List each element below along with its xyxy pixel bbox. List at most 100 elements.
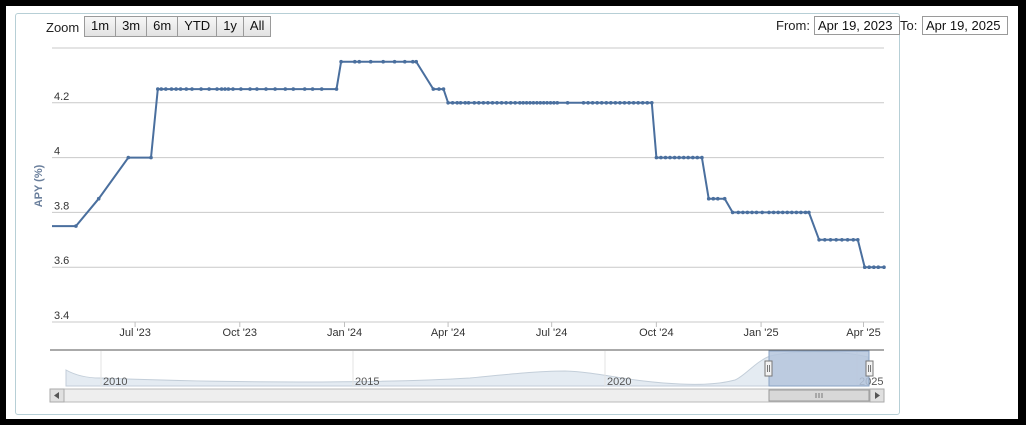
- y-axis-ticks: 3.4 3.6 3.8 4 4.2: [54, 91, 69, 322]
- data-point: [711, 196, 716, 201]
- data-point: [463, 101, 468, 105]
- y-tick-label: 3.6: [54, 255, 69, 267]
- zoom-label: Zoom: [46, 20, 80, 35]
- data-point: [255, 87, 259, 91]
- data-point: [750, 210, 754, 215]
- data-point: [604, 101, 609, 105]
- data-point: [872, 265, 876, 270]
- y-tick-label: 4: [54, 146, 60, 158]
- data-point: [431, 87, 436, 91]
- data-point: [472, 101, 477, 105]
- y-tick-label: 4.2: [54, 91, 69, 103]
- from-date-input[interactable]: Apr 19, 2023: [814, 16, 900, 35]
- data-point: [190, 87, 194, 91]
- data-point: [239, 87, 243, 91]
- data-point: [248, 87, 252, 91]
- data-point: [817, 238, 821, 242]
- data-point: [677, 155, 681, 160]
- data-point: [319, 87, 324, 91]
- data-point: [767, 210, 771, 215]
- data-point: [283, 87, 288, 91]
- data-point: [785, 210, 790, 215]
- data-point: [548, 101, 553, 105]
- data-point: [771, 210, 776, 215]
- data-point: [524, 101, 529, 105]
- data-point: [862, 265, 867, 270]
- y-tick-label: 3.4: [54, 310, 69, 322]
- zoom-1y-button[interactable]: 1y: [217, 17, 244, 36]
- data-point: [654, 155, 659, 160]
- data-point: [215, 87, 219, 91]
- data-point: [535, 101, 539, 105]
- data-point: [609, 101, 613, 105]
- data-point: [226, 87, 231, 91]
- series-apy: [52, 59, 886, 270]
- navigator-right-handle[interactable]: [865, 360, 874, 377]
- data-point: [174, 87, 178, 91]
- data-point: [851, 238, 856, 242]
- data-point: [437, 87, 441, 91]
- from-label: From:: [776, 18, 810, 33]
- data-point: [745, 210, 750, 215]
- data-point: [856, 238, 860, 242]
- data-point: [640, 101, 645, 105]
- data-point: [828, 238, 833, 242]
- zoom-all-button[interactable]: All: [243, 17, 271, 36]
- data-point: [760, 210, 764, 215]
- navigator: 2010 2015 2020 2025: [50, 349, 884, 388]
- data-point: [156, 87, 160, 91]
- data-point: [613, 101, 618, 105]
- navigator-selection[interactable]: [768, 350, 870, 387]
- data-point: [730, 210, 735, 215]
- data-point: [618, 101, 622, 105]
- zoom-6m-button[interactable]: 6m: [147, 17, 179, 36]
- x-axis-ticks: Jul '23 Oct '23 Jan '24 Apr '24 Jul '24 Oct '…: [119, 322, 881, 339]
- data-point: [722, 196, 727, 201]
- data-point: [495, 101, 499, 105]
- navigator-left-handle[interactable]: [764, 360, 773, 377]
- data-point: [504, 101, 508, 105]
- data-point: [650, 101, 654, 105]
- data-point: [823, 238, 827, 242]
- data-point: [414, 59, 419, 64]
- y-axis-label: APY (%): [33, 164, 45, 207]
- data-point: [545, 101, 549, 105]
- navigator-area: [65, 351, 869, 387]
- scrollbar[interactable]: [49, 388, 885, 403]
- x-tick-label: Apr '24: [431, 327, 466, 339]
- data-point: [481, 101, 486, 105]
- data-point: [403, 59, 407, 64]
- data-point: [581, 101, 586, 105]
- series-line: [52, 60, 884, 269]
- data-point: [741, 210, 745, 215]
- data-point: [499, 101, 504, 105]
- data-point: [590, 101, 595, 105]
- data-point: [691, 155, 695, 160]
- data-point: [518, 101, 522, 105]
- data-point: [219, 87, 224, 91]
- data-point: [552, 101, 556, 105]
- scrollbar-track[interactable]: [49, 388, 885, 403]
- data-point: [636, 101, 640, 105]
- data-point: [508, 101, 513, 105]
- x-tick-label: Jul '23: [119, 327, 150, 339]
- data-point: [659, 155, 663, 160]
- zoom-1m-button[interactable]: 1m: [85, 17, 117, 36]
- data-point: [446, 101, 450, 105]
- data-point: [184, 87, 189, 91]
- data-point: [867, 265, 871, 270]
- zoom-3m-button[interactable]: 3m: [116, 17, 148, 36]
- data-point: [357, 59, 362, 64]
- zoom-ytd-button[interactable]: YTD: [178, 17, 218, 36]
- data-point: [490, 101, 495, 105]
- data-point: [392, 59, 397, 64]
- x-tick-label: Jul '24: [536, 327, 567, 339]
- data-point: [381, 59, 386, 64]
- data-point: [681, 155, 686, 160]
- data-point: [780, 210, 785, 215]
- data-point: [538, 101, 543, 105]
- to-date-input[interactable]: Apr 19, 2025: [922, 16, 1008, 35]
- data-point: [74, 224, 78, 228]
- data-point: [441, 87, 446, 91]
